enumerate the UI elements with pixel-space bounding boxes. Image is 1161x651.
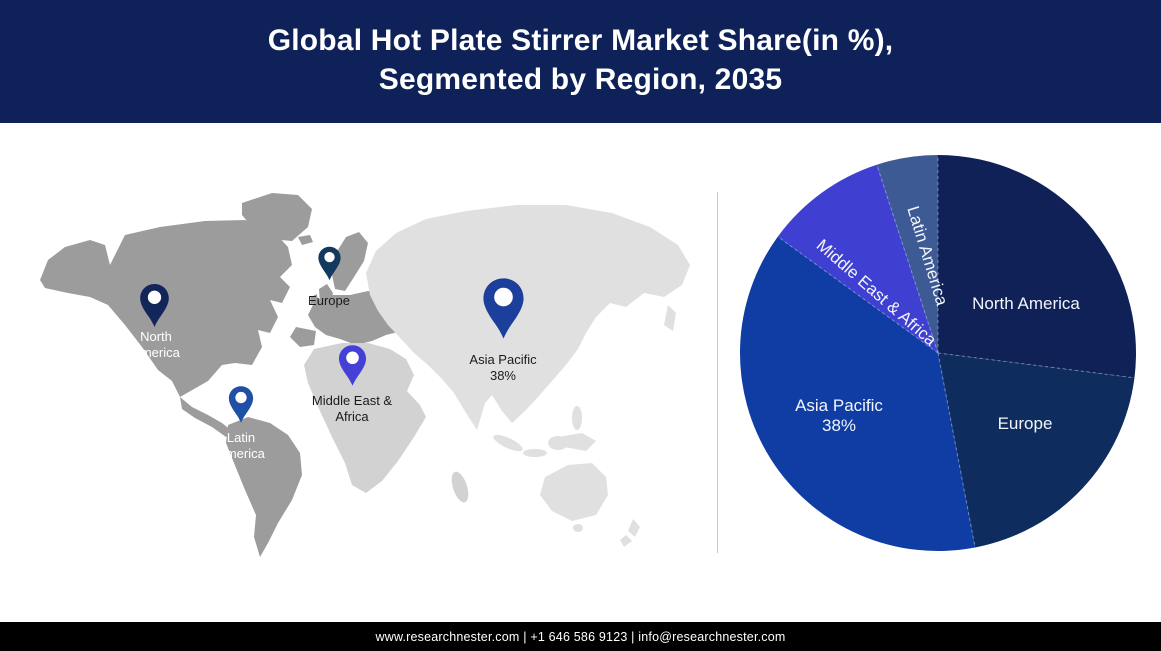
map-landmass-dark [40,193,415,557]
map-label-europe: Europe [308,293,350,308]
pie-slice-border [937,352,976,548]
iceland [298,235,313,245]
central-america [180,397,232,437]
pie-label-europe: Europe [997,414,1053,433]
continent-africa [304,343,426,493]
new-zealand-north [628,519,640,537]
greenland [242,193,312,241]
japan [664,305,676,331]
philippines [572,406,582,430]
iberia [290,327,316,347]
page-title-line2: Segmented by Region, 2035 [378,63,783,96]
world-map [40,193,690,557]
pie-slice-latin-america [876,155,938,353]
map-landmass-medium [304,343,469,503]
middle-east-africa-pin-icon [338,345,367,386]
new-guinea [558,433,596,451]
europe-pin-icon [318,246,341,281]
pie-slice-europe [938,353,1135,548]
sumatra [493,434,523,452]
map-label-north-america: North America [132,329,180,360]
australia [540,463,608,521]
map-label-latin-america: Latin America [217,430,265,461]
java [523,449,547,457]
new-zealand-south [620,535,632,547]
tasmania [573,524,583,532]
pie-chart [739,155,1137,551]
map-landmass-light [366,205,690,547]
latin-america-pin-icon [228,386,254,423]
pie-slice-north-america [938,155,1137,378]
continent-south-america [226,417,302,557]
footer-bar: www.researchnester.com | +1 646 586 9123… [0,622,1161,651]
madagascar [451,471,469,503]
footer-contact-text: www.researchnester.com | +1 646 586 9123… [375,629,786,644]
scandinavia [332,232,368,291]
map-label-asia-pacific: Asia Pacific 38% [469,352,537,383]
pie-label-north-america: North America [972,294,1080,313]
continent-asia [366,205,690,430]
map-label-middle-east-africa: Middle East & Africa [311,393,393,424]
north-america-pin-icon [140,284,169,327]
continent-north-america [40,220,292,397]
pie-slice-middle-east-africa [777,164,938,353]
page-title-line1: Global Hot Plate Stirrer Market Share(in… [267,24,894,57]
pie-slice-asia-pacific [739,236,976,551]
pie-label-asia-pacific: Asia Pacific 38% [795,396,883,435]
header-banner: Global Hot Plate Stirrer Market Share(in… [0,0,1161,123]
asia-pacific-pin-icon [483,278,524,339]
vertical-divider [717,192,718,553]
